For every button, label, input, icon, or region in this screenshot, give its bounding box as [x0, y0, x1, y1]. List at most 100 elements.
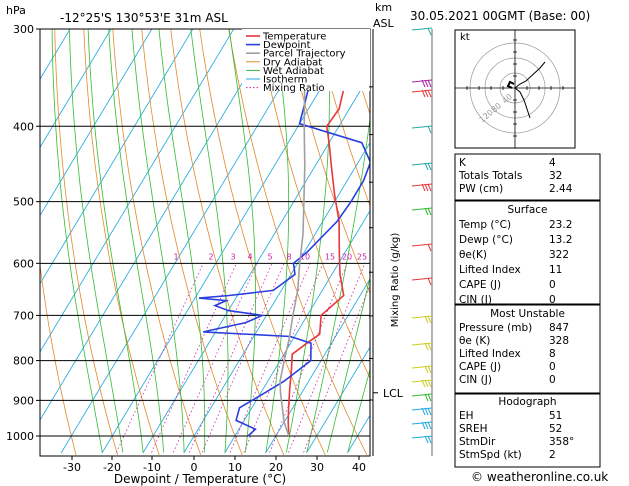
plot-axes: -30 -20 -10 0 10 20 30 40 300 400 500 600 700 800 900 1…: [6, 23, 401, 486]
wind-barb-feather: [427, 315, 432, 324]
wind-barb: [411, 277, 433, 286]
stats-row-value: 13.2: [549, 234, 572, 246]
mixing-ratio-label: 15: [325, 252, 335, 261]
hodograph-unit: kt: [460, 32, 470, 43]
dry-adiabat-line: [141, 29, 243, 456]
wind-barb-feather: [427, 342, 432, 351]
wind-barb-feather: [421, 379, 426, 388]
x-tick-label: 40: [352, 461, 366, 474]
hodograph-trace-lower: [514, 87, 531, 119]
wind-barb-feather: [424, 435, 429, 444]
stats-row-value: 32: [549, 170, 562, 182]
legend-label: Dewpoint: [263, 40, 311, 51]
stats-row-label: CIN (J): [459, 374, 492, 386]
x-tick-label: -10: [143, 461, 161, 474]
wind-barb: [411, 89, 433, 98]
stats-row-label: CIN (J): [459, 294, 492, 306]
x-tick-label: -30: [63, 461, 81, 474]
wind-barb-feather: [427, 277, 432, 286]
mixing-ratio-line: [151, 263, 237, 453]
stats-row-label: PW (cm): [459, 183, 503, 195]
stats-row-value: 2: [549, 449, 556, 461]
dry-adiabat-line: [315, 29, 370, 207]
lcl-label: LCL: [383, 387, 404, 400]
wind-barb-feather: [427, 207, 432, 216]
stats-row-value: 0: [549, 374, 556, 386]
series-temperature: [287, 80, 347, 437]
wind-barb-feather: [427, 393, 432, 402]
wind-barb-feather: [427, 407, 432, 416]
stats-row-label: K: [459, 157, 467, 169]
stats-section-title: Most Unstable: [490, 308, 565, 320]
isotherm-line: [40, 29, 235, 353]
wind-barb-feather: [424, 315, 429, 324]
height-unit-label: km: [375, 1, 392, 14]
mixing-ratio-label: 2: [208, 252, 213, 261]
stats-row-label: θe (K): [459, 335, 490, 347]
isotherm-line: [40, 29, 112, 149]
isotherm-line: [40, 29, 71, 80]
wind-barb: [411, 125, 433, 134]
wind-barb: [411, 435, 433, 444]
mixing-ratio-line: [229, 263, 311, 453]
wind-barb: [411, 365, 433, 374]
height-unit-label-2: ASL: [373, 17, 395, 30]
stats-row-label: Dewp (°C): [459, 234, 513, 246]
stats-row-label: CAPE (J): [459, 361, 501, 373]
isotherm-line: [40, 29, 153, 217]
stats-row-label: SREH: [459, 423, 488, 435]
copyright-text: © weatheronline.co.uk: [471, 470, 608, 484]
wind-barb-feather: [424, 342, 429, 351]
wind-barb-feather: [421, 79, 426, 88]
wind-barb: [411, 315, 433, 324]
stats-section-title: Surface: [507, 204, 547, 216]
wind-barb: [411, 342, 433, 351]
stats-row-label: CAPE (J): [459, 279, 501, 291]
wind-barb-feather: [424, 379, 429, 388]
stats-row-value: 0: [549, 294, 556, 306]
legend-background: [242, 29, 370, 91]
wind-barb: [411, 27, 433, 36]
mixing-ratio-label: 4: [247, 252, 252, 261]
stats-row-value: 2.44: [549, 183, 573, 195]
y-tick-label: 300: [13, 23, 34, 36]
y-tick-label: 400: [13, 120, 34, 133]
x-tick-label: -20: [103, 461, 121, 474]
legend-label: Temperature: [262, 32, 326, 43]
mixing-ratio-line: [116, 263, 204, 453]
profile-lines: [198, 29, 370, 437]
wet-adiabat-line: [68, 29, 124, 453]
dry-adiabat-line: [40, 262, 77, 456]
dry-adiabat-line: [606, 29, 629, 455]
stats-section-title: Hodograph: [498, 396, 556, 408]
wind-barb: [411, 79, 433, 88]
isotherm-line: [265, 278, 370, 454]
isotherm-line: [40, 29, 194, 285]
isotherm-line: [40, 29, 275, 421]
x-tick-label: 10: [228, 461, 242, 474]
stats-row-value: 52: [549, 423, 562, 435]
hodograph-trace-core: [506, 80, 515, 89]
wind-barb-feather: [421, 183, 426, 192]
stats-box-indices: [454, 153, 601, 201]
wet-adiabat-line: [265, 29, 290, 453]
mixing-ratio-line: [189, 263, 273, 453]
wind-barb-feather: [427, 125, 432, 134]
wind-barb-feather: [424, 79, 429, 88]
stats-row-value: 328: [549, 335, 569, 347]
location-title: -12°25'S 130°53'E 31m ASL: [60, 11, 228, 25]
series-dewpoint: [198, 29, 370, 437]
wind-barb-feather: [427, 183, 432, 192]
wind-barb-feather: [427, 89, 432, 98]
stats-row-label: Lifted Index: [459, 264, 521, 276]
stats-box-most-unstable: [454, 304, 601, 394]
wind-barb-feather: [421, 407, 426, 416]
y-tick-label: 600: [13, 257, 34, 270]
mixing-ratio-label: 10: [300, 252, 310, 261]
mixing-ratio-label: 1: [173, 252, 178, 261]
mixing-ratio-label: 5: [267, 252, 272, 261]
stats-row-label: StmSpd (kt): [459, 449, 522, 461]
x-axis-label: Dewpoint / Temperature (°C): [114, 472, 286, 486]
